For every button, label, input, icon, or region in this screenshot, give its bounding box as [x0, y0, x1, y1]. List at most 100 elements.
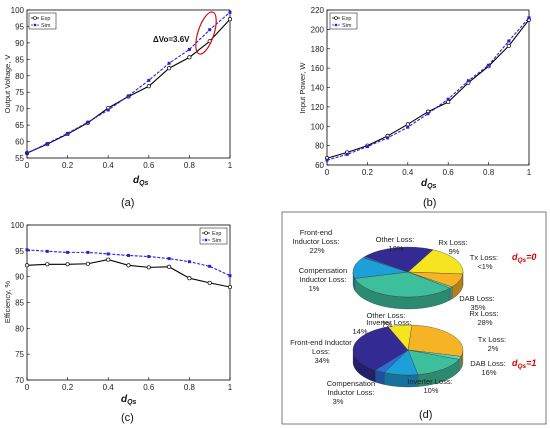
label-rx-0-value: 9% [449, 247, 460, 256]
y-tick-label: 220 [311, 6, 325, 15]
pie-slice-side [449, 286, 453, 301]
y-tick-label: 75 [15, 350, 24, 359]
data-point-sim [127, 253, 130, 257]
data-point-sim [187, 47, 191, 51]
x-tick-label: 0.4 [103, 161, 115, 170]
label-inverter-0-value: 14% [352, 327, 367, 336]
label-frontend-0: Front-end Inductor Loss: 22% [292, 228, 341, 255]
xlabel-c: dQs [121, 394, 137, 406]
label-tx-0-value: <1% [477, 262, 493, 271]
x-tick-label: 0.6 [143, 161, 155, 170]
ylabel-a: Output Voltage, V [3, 55, 12, 114]
data-point-sim [208, 28, 212, 32]
label-inverter-1-value: 10% [423, 386, 438, 395]
y-tick-label: 85 [15, 299, 24, 308]
data-point-sim [25, 248, 29, 252]
y-tick-label: 60 [15, 138, 24, 147]
data-point-sim [487, 63, 491, 67]
data-point-exp [45, 262, 50, 267]
legend-label-exp-a: Exp [41, 16, 50, 22]
xlabel-a-d: d [133, 175, 140, 186]
label-frontend-0-name-2: Inductor Loss: [292, 237, 339, 246]
panel-label-b: (b) [423, 197, 436, 209]
data-point-sim [386, 136, 390, 140]
legend-marker-sim-a [33, 23, 37, 27]
data-point-sim [208, 264, 212, 268]
label-frontend-1-name-2: Loss: [312, 347, 330, 356]
legend-label-sim-b: Sim [342, 23, 352, 29]
x-tick-label: 0.2 [62, 161, 74, 170]
pie-slice [354, 271, 451, 298]
label-inverter-0-name: Inverter Loss: [366, 318, 411, 327]
x-tick-label: 0.4 [402, 168, 414, 177]
legend-c: Exp Sim [199, 227, 228, 245]
xlabel-a: dQs [133, 175, 149, 187]
pie-dqs1 [352, 324, 464, 388]
label-dab-0-name: DAB Loss: [459, 294, 494, 303]
label-frontend-0-name-1: Front-end [300, 228, 333, 237]
pie-dqs1-labels: Other Loss: 7% Rx Loss: 28% Tx Loss: 2% … [290, 309, 536, 406]
legend-label-sim-c: Sim [212, 238, 222, 244]
data-point-exp [207, 280, 212, 285]
label-other-0-value: 19% [388, 244, 403, 253]
y-ticks-c: 70 75 80 85 90 95 100 [11, 221, 30, 385]
xlabel-a-sub: Qs [139, 180, 148, 187]
y-ticks-a: 55 60 65 70 75 80 85 90 95 100 [11, 6, 30, 163]
y-tick-label: 100 [11, 221, 25, 230]
panel-a: 0 0.2 0.4 0.6 0.8 1 55 60 65 70 75 80 85 90 95 100 Out… [3, 6, 233, 209]
label-dab-1-name: DAB Loss: [470, 359, 505, 368]
y-tick-label: 80 [315, 142, 324, 151]
pie-slice [387, 324, 413, 351]
x-ticks-c: 0 0.2 0.4 0.6 0.8 1 [25, 377, 233, 392]
data-point-sim [345, 152, 349, 156]
y-tick-label: 70 [15, 105, 24, 114]
x-ticks-b: 0 0.2 0.4 0.6 0.8 1 [325, 162, 532, 177]
panel-label-a: (a) [121, 197, 134, 209]
data-point-sim [167, 61, 171, 65]
data-point-sim [187, 260, 191, 264]
data-point-exp [167, 66, 172, 71]
condition-dqs1-value: =1 [526, 358, 536, 368]
data-point-sim [406, 125, 410, 129]
panel-frame-d [281, 211, 547, 425]
data-point-sim [66, 250, 70, 254]
y-tick-label: 100 [11, 6, 25, 15]
legend-label-exp-b: Exp [342, 16, 351, 22]
legend-marker-exp-b [334, 16, 338, 20]
panel-label-d: (d) [419, 409, 432, 421]
label-tx-0-name: Tx Loss: [470, 253, 498, 262]
y-tick-label: 140 [311, 84, 325, 93]
label-rx-1-name: Rx Loss: [469, 309, 498, 318]
y-ticks-b: 60 80 100 120 140 160 180 200 220 [311, 6, 330, 170]
x-tick-label: 1 [228, 383, 233, 392]
label-comp-1-value: 3% [333, 397, 344, 406]
xlabel-c-sub: Qs [127, 399, 136, 406]
label-comp-1-name-1: Compensation [327, 379, 375, 388]
label-other-0-name: Other Loss: [376, 235, 415, 244]
condition-dqs0: dQs=0 [512, 252, 536, 264]
data-point-exp [227, 17, 233, 22]
label-other-1: Other Loss: 7% [367, 311, 408, 329]
label-inverter-0: Inverter Loss: 14% [352, 318, 413, 336]
legend-marker-exp-c [204, 231, 208, 235]
label-other-1-value: 7% [382, 320, 393, 329]
data-point-exp [65, 262, 70, 267]
y-tick-label: 80 [15, 324, 24, 333]
data-point-sim [228, 10, 232, 14]
ylabel-c: Efficiency, % [3, 281, 12, 324]
pie-dqs0 [352, 246, 464, 310]
plot-frame-c [26, 224, 231, 381]
y-tick-label: 90 [15, 39, 24, 48]
label-other-1-name: Other Loss: [367, 311, 406, 320]
data-point-exp [85, 261, 90, 266]
data-point-sim [426, 112, 430, 116]
x-tick-label: 0 [25, 161, 30, 170]
data-point-sim [365, 145, 369, 149]
data-point-sim [325, 158, 329, 162]
x-tick-label: 1 [228, 161, 233, 170]
pie-slice [407, 249, 464, 275]
label-frontend-1-name-1: Front-end Inductor [290, 338, 352, 347]
annotation-ellipse-a [195, 11, 217, 55]
label-dab-0-value: 35% [470, 303, 485, 312]
